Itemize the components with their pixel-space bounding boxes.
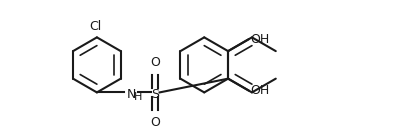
Text: OH: OH: [250, 84, 269, 97]
Text: O: O: [150, 116, 159, 129]
Text: OH: OH: [250, 33, 269, 46]
Text: S: S: [150, 88, 158, 101]
Text: N: N: [126, 88, 135, 101]
Text: H: H: [134, 92, 142, 102]
Text: O: O: [150, 56, 159, 69]
Text: Cl: Cl: [88, 20, 101, 33]
